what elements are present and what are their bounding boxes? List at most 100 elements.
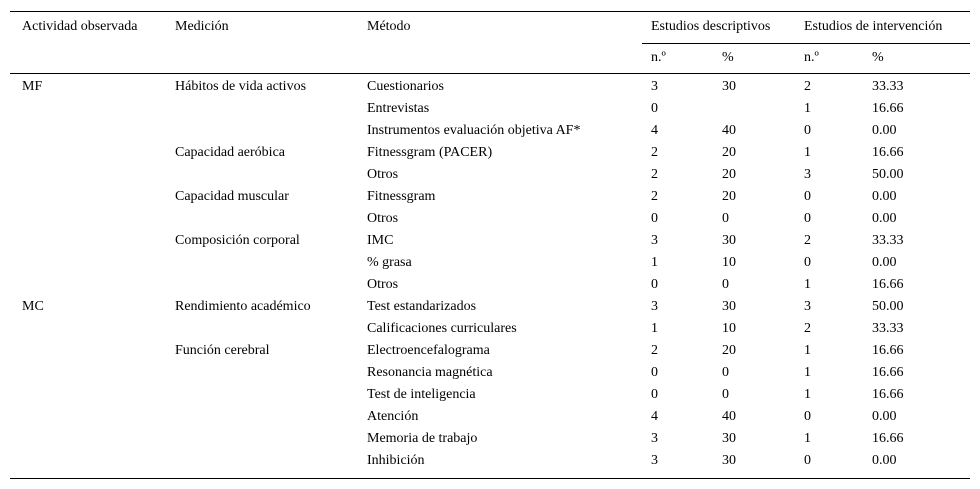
cell: Otros (367, 211, 398, 226)
cell: 16.66 (872, 145, 904, 160)
cell: 3 (651, 431, 658, 446)
cell: 10 (722, 255, 736, 270)
cell: Test estandarizados (367, 299, 476, 314)
cell: Entrevistas (367, 101, 429, 116)
cell: 2 (804, 321, 811, 336)
cell: Inhibición (367, 453, 425, 468)
cell: 1 (804, 343, 811, 358)
cell: 0 (804, 123, 811, 138)
column-header: Actividad observada (22, 19, 138, 34)
cell: 0 (804, 409, 811, 424)
cell: 2 (804, 233, 811, 248)
cell: MC (22, 299, 44, 314)
cell: 40 (722, 123, 736, 138)
cell: Test de inteligencia (367, 387, 476, 402)
cell: 30 (722, 453, 736, 468)
sub-header: % (872, 50, 884, 65)
cell: 0.00 (872, 255, 897, 270)
cell: Instrumentos evaluación objetiva AF* (367, 123, 580, 138)
cell: 1 (804, 277, 811, 292)
cell: 2 (651, 343, 658, 358)
cell: 0 (722, 387, 729, 402)
cell: 20 (722, 343, 736, 358)
cell: % grasa (367, 255, 412, 270)
cell: Fitnessgram (PACER) (367, 145, 492, 160)
cell: 3 (804, 167, 811, 182)
cell: 2 (651, 189, 658, 204)
cell: Rendimiento académico (175, 299, 311, 314)
cell: Otros (367, 167, 398, 182)
cell: 0 (651, 365, 658, 380)
cell: Resonancia magnética (367, 365, 493, 380)
cell: 33.33 (872, 233, 904, 248)
cell: Capacidad muscular (175, 189, 289, 204)
cell: Hábitos de vida activos (175, 79, 306, 94)
cell: 0.00 (872, 123, 897, 138)
cell: 2 (651, 145, 658, 160)
cell: Cuestionarios (367, 79, 444, 94)
cell: Calificaciones curriculares (367, 321, 517, 336)
cell: 1 (804, 365, 811, 380)
cell: 16.66 (872, 365, 904, 380)
cell: 0.00 (872, 189, 897, 204)
cell: 1 (651, 255, 658, 270)
cell: 0 (804, 255, 811, 270)
cell: 50.00 (872, 167, 904, 182)
cell: 30 (722, 431, 736, 446)
cell: Otros (367, 277, 398, 292)
cell: 4 (651, 409, 658, 424)
cell: Electroencefalograma (367, 343, 491, 358)
cell: 0 (651, 101, 658, 116)
cell: 3 (651, 79, 658, 94)
cell: 0.00 (872, 453, 897, 468)
cell: 1 (804, 387, 811, 402)
sub-header: % (722, 50, 734, 65)
group-header: Estudios descriptivos (651, 19, 770, 34)
cell: 16.66 (872, 101, 904, 116)
cell: 3 (804, 299, 811, 314)
cell: 16.66 (872, 387, 904, 402)
cell: Función cerebral (175, 343, 270, 358)
cell: 10 (722, 321, 736, 336)
cell: 2 (804, 79, 811, 94)
cell: Fitnessgram (367, 189, 436, 204)
cell: Atención (367, 409, 418, 424)
cell: 0.00 (872, 409, 897, 424)
cell: 0 (804, 453, 811, 468)
cell: 0 (804, 211, 811, 226)
cell: 3 (651, 299, 658, 314)
cell: 1 (804, 101, 811, 116)
sub-header: n.º (804, 50, 820, 65)
cell: 0 (722, 211, 729, 226)
column-header: Medición (175, 19, 229, 34)
sub-header: n.º (651, 50, 667, 65)
cell: 16.66 (872, 343, 904, 358)
cell: 16.66 (872, 277, 904, 292)
cell: Capacidad aeróbica (175, 145, 286, 160)
cell: 16.66 (872, 431, 904, 446)
cell: 1 (651, 321, 658, 336)
cell: MF (22, 79, 42, 94)
cell: 0 (651, 277, 658, 292)
cell: Composición corporal (175, 233, 300, 248)
cell: 0 (804, 189, 811, 204)
column-header: Método (367, 19, 411, 34)
cell: 0 (722, 277, 729, 292)
cell: 20 (722, 189, 736, 204)
cell: 4 (651, 123, 658, 138)
cell: 33.33 (872, 79, 904, 94)
cell: 30 (722, 299, 736, 314)
cell: 0.00 (872, 211, 897, 226)
cell: 1 (804, 431, 811, 446)
cell: 40 (722, 409, 736, 424)
cell: 3 (651, 453, 658, 468)
cell: 30 (722, 233, 736, 248)
cell: 33.33 (872, 321, 904, 336)
cell: 3 (651, 233, 658, 248)
group-header: Estudios de intervención (804, 19, 942, 34)
cell: 20 (722, 167, 736, 182)
cell: IMC (367, 233, 393, 248)
cell: 30 (722, 79, 736, 94)
